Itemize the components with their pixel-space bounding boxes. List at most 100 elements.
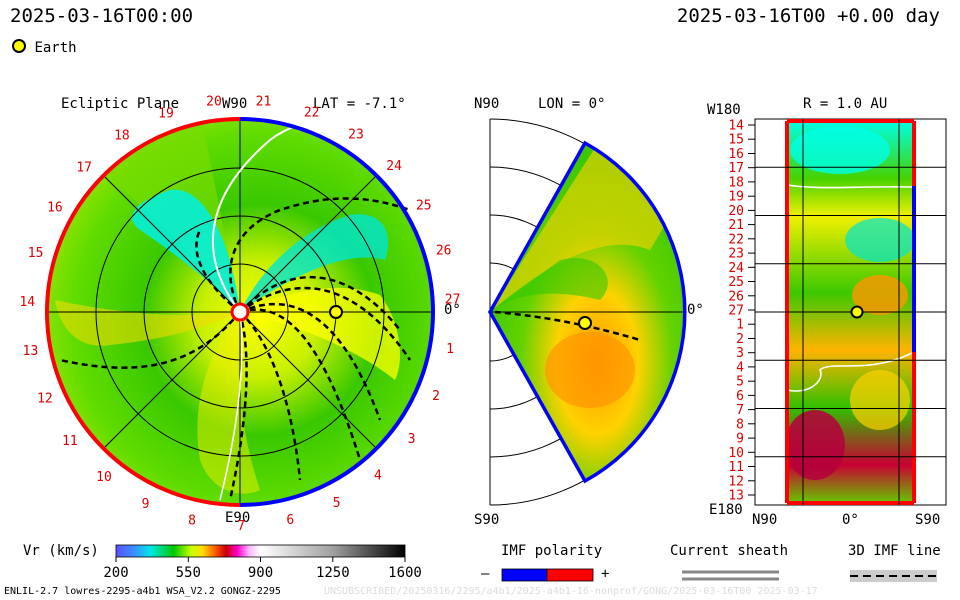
radial-grid bbox=[748, 124, 946, 496]
ecliptic-tick-label: 6 bbox=[286, 513, 294, 528]
radial-current-sheath-2 bbox=[786, 351, 915, 392]
ecliptic-tick-label: 19 bbox=[158, 106, 174, 121]
ecliptic-tick-label: 27 bbox=[445, 292, 461, 307]
ecliptic-tick-label: 13 bbox=[23, 344, 39, 359]
radial-tick-label: 6 bbox=[736, 389, 744, 404]
ecliptic-tick-label: 3 bbox=[408, 432, 416, 447]
colorbar-label: Vr (km/s) bbox=[23, 543, 99, 559]
radial-top-left-label: W180 bbox=[707, 102, 741, 118]
radial-tick-label: 25 bbox=[728, 275, 744, 290]
radial-tick-label: 18 bbox=[728, 175, 744, 190]
ecliptic-lat-label: LAT = -7.1° bbox=[313, 96, 406, 112]
ecliptic-tick-label: 8 bbox=[188, 514, 196, 529]
ecliptic-tick-label: 24 bbox=[386, 159, 402, 174]
ecliptic-tick-label: 16 bbox=[47, 201, 63, 216]
radial-bottom-left-label: E180 bbox=[709, 502, 743, 518]
radial-tick-label: 27 bbox=[728, 304, 744, 319]
radial-plot: 1415161718192021222324252627123456789101… bbox=[728, 118, 947, 506]
radial-tick-label: 13 bbox=[728, 489, 744, 504]
meridional-plot bbox=[487, 118, 687, 506]
radial-tick-label: 14 bbox=[728, 119, 744, 134]
radial-tick-label: 26 bbox=[728, 289, 744, 304]
sun-marker-icon bbox=[230, 302, 250, 322]
footer-right: UNSUBSCRIBED/20250316/2295/a4b1/2025-a4b… bbox=[324, 586, 818, 597]
radial-tick-label: 12 bbox=[728, 474, 744, 489]
ecliptic-tick-label: 4 bbox=[374, 468, 382, 483]
current-sheath-label: Current sheath bbox=[670, 543, 789, 559]
ecliptic-polarity-positive-arc bbox=[239, 117, 435, 507]
radial-tick-label: 2 bbox=[736, 332, 744, 347]
imf-line-label: 3D IMF line bbox=[848, 543, 941, 559]
ecliptic-plot: 20 21222324252627123456789101112131415161… bbox=[19, 94, 460, 534]
earth-legend: Earth bbox=[12, 39, 77, 56]
radial-tick-label: 7 bbox=[736, 403, 744, 418]
ecliptic-tick-label: 15 bbox=[28, 246, 44, 261]
ecliptic-tick-label: 1 bbox=[446, 342, 454, 357]
radial-tick-label: 19 bbox=[728, 190, 744, 205]
meridional-imf-line bbox=[494, 310, 641, 342]
meridional-earth-marker-icon bbox=[578, 316, 592, 330]
radial-tick-label: 24 bbox=[728, 261, 744, 276]
ecliptic-tick-label: 7 bbox=[237, 519, 245, 534]
radial-x-mid: 0° bbox=[842, 512, 859, 528]
meridional-bottom-label: S90 bbox=[474, 512, 500, 528]
ecliptic-current-sheath-2 bbox=[219, 311, 243, 501]
ecliptic-tick-label: 22 bbox=[304, 105, 320, 120]
colorbar-ticks: 200 550 900 1250 1600 bbox=[103, 557, 422, 581]
ecliptic-tick-label: 21 bbox=[256, 94, 272, 109]
colorbar-tick-label: 550 bbox=[176, 565, 201, 581]
radial-tick-label: 21 bbox=[728, 218, 744, 233]
ecliptic-earth-marker-icon bbox=[329, 305, 343, 319]
colorbar-gradient bbox=[115, 544, 406, 558]
radial-tick-label: 8 bbox=[736, 417, 744, 432]
header-right-time: 2025-03-16T00 +0.00 day bbox=[676, 5, 940, 27]
ecliptic-tick-label: 5 bbox=[333, 496, 341, 511]
imf-polarity-label: IMF polarity bbox=[501, 543, 603, 559]
footer-left: ENLIL-2.7 lowres-2295-a4b1 WSA_V2.2 GONG… bbox=[4, 586, 281, 597]
ecliptic-tick-label: 10 bbox=[96, 470, 112, 485]
ecliptic-tick-label: 9 bbox=[142, 497, 150, 512]
ecliptic-tick-label: 11 bbox=[62, 434, 78, 449]
radial-tick-label: 9 bbox=[736, 432, 744, 447]
header-left-time: 2025-03-16T00:00 bbox=[10, 5, 194, 27]
radial-tick-label: 22 bbox=[728, 232, 744, 247]
radial-tick-label: 23 bbox=[728, 247, 744, 262]
radial-tick-label: 11 bbox=[728, 460, 744, 475]
radial-earth-marker-icon bbox=[850, 305, 864, 319]
radial-current-sheath bbox=[786, 184, 915, 189]
earth-legend-label: Earth bbox=[34, 40, 77, 56]
ecliptic-title: Ecliptic Plane bbox=[61, 96, 180, 112]
radial-tick-label: 4 bbox=[736, 360, 744, 375]
colorbar-tick-label: 1250 bbox=[316, 565, 350, 581]
ecliptic-tick-label: 26 bbox=[436, 244, 452, 259]
imf-positive-swatch bbox=[546, 568, 594, 582]
ecliptic-tick-label: 17 bbox=[76, 161, 92, 176]
radial-tick-label: 3 bbox=[736, 346, 744, 361]
radial-r-label: R = 1.0 AU bbox=[803, 96, 888, 112]
radial-tick-label: 1 bbox=[736, 318, 744, 333]
ecliptic-bottom-label: E90 bbox=[225, 510, 251, 526]
ecliptic-polarity-negative-arc bbox=[45, 117, 241, 507]
radial-tick-labels: 1415161718192021222324252627123456789101… bbox=[728, 119, 744, 504]
ecliptic-right-label: 0° bbox=[444, 302, 461, 318]
radial-x-left: N90 bbox=[752, 512, 778, 528]
radial-tick-label: 17 bbox=[728, 161, 744, 176]
radial-tick-label: 5 bbox=[736, 375, 744, 390]
ecliptic-tick-labels: 20 21222324252627123456789101112131415161… bbox=[19, 94, 460, 534]
imf-negative-swatch bbox=[501, 568, 548, 582]
ecliptic-tick-label: 18 bbox=[114, 129, 130, 144]
ecliptic-imf-lines bbox=[59, 197, 412, 501]
meridional-right-label: 0° bbox=[687, 302, 704, 318]
colorbar-tick-label: 900 bbox=[248, 565, 273, 581]
colorbar-tick-label: 1600 bbox=[388, 565, 422, 581]
colorbar-tick-label: 200 bbox=[103, 565, 128, 581]
imf-plus-label: + bbox=[601, 566, 610, 582]
radial-tick-label: 15 bbox=[728, 133, 744, 148]
earth-marker-icon bbox=[12, 39, 26, 53]
meridional-top-label: N90 bbox=[474, 96, 500, 112]
ecliptic-top-label: W90 bbox=[222, 96, 248, 112]
ecliptic-current-sheath bbox=[212, 122, 331, 313]
meridional-polarity-border bbox=[487, 140, 687, 484]
colorbar: 200 550 900 1250 1600 bbox=[103, 544, 422, 581]
